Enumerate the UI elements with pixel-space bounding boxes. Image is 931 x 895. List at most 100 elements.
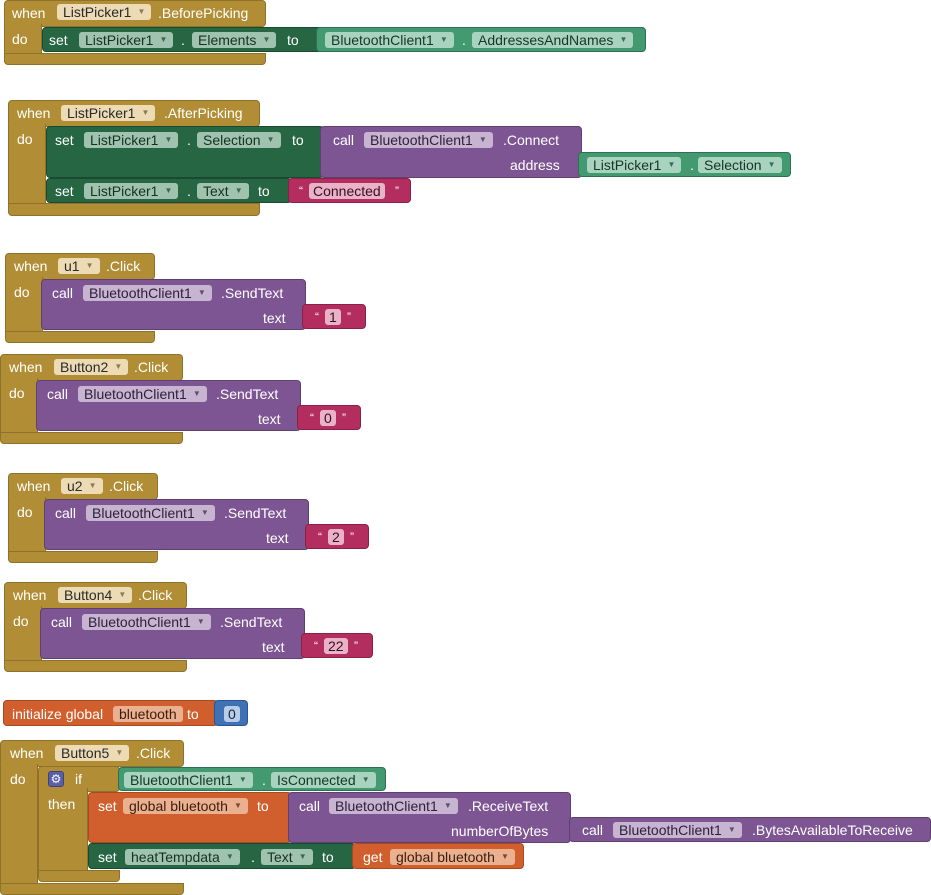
then-keyword: then: [48, 796, 76, 812]
event-name: .Click: [106, 258, 141, 274]
do-keyword: do: [9, 385, 25, 401]
text-value[interactable]: 1: [325, 309, 341, 325]
setter-block[interactable]: set heatTempdata ▼ . Text ▼ to: [88, 843, 356, 869]
open-quote-icon: “: [314, 639, 318, 653]
text-parameter-label: text: [266, 530, 289, 546]
set-variable-block[interactable]: set global bluetooth ▼ to: [88, 792, 292, 843]
text-value[interactable]: Connected: [309, 183, 385, 199]
variable-name-field[interactable]: bluetooth: [113, 706, 183, 722]
property-dropdown[interactable]: AddressesAndNames ▼: [472, 32, 634, 48]
do-keyword: do: [12, 31, 28, 47]
variable-dropdown[interactable]: global bluetooth ▼: [390, 849, 515, 865]
component-dropdown[interactable]: BluetoothClient1 ▼: [364, 132, 493, 148]
chevron-down-icon: ▼: [478, 135, 487, 144]
text-string-block[interactable]: “ 0 ”: [297, 405, 361, 430]
text-string-block[interactable]: “ 22 ”: [301, 633, 373, 658]
dropdown-value: Text: [267, 849, 293, 865]
event-block-button4-click[interactable]: when Button4 ▼ .Click do: [4, 582, 187, 672]
chevron-down-icon: ▼: [118, 590, 127, 599]
dot-separator: .: [462, 32, 466, 48]
property-dropdown[interactable]: IsConnected ▼: [271, 772, 376, 788]
number-block[interactable]: 0: [214, 700, 248, 726]
do-keyword: do: [10, 771, 26, 787]
component-dropdown[interactable]: BluetoothClient1 ▼: [124, 772, 253, 788]
dot-separator: .: [187, 132, 191, 148]
property-dropdown[interactable]: Text ▼: [197, 183, 249, 199]
chevron-down-icon: ▼: [159, 35, 168, 44]
dropdown-value: ListPicker1: [593, 157, 662, 173]
component-dropdown[interactable]: BluetoothClient1 ▼: [325, 32, 454, 48]
method-call-block[interactable]: call BluetoothClient1 ▼ .SendText text: [44, 499, 309, 550]
method-name: .SendText: [221, 285, 284, 301]
component-dropdown[interactable]: u1 ▼: [58, 258, 100, 274]
property-dropdown[interactable]: Selection ▼: [698, 157, 782, 173]
component-dropdown[interactable]: u2 ▼: [61, 478, 103, 494]
text-value[interactable]: 2: [328, 529, 344, 545]
get-variable-block[interactable]: get global bluetooth ▼: [352, 843, 524, 869]
component-dropdown[interactable]: Button2 ▼: [54, 359, 129, 375]
event-block-button5-click[interactable]: when Button5 ▼ .Click do: [0, 740, 184, 895]
text-string-block[interactable]: “ 1 ”: [302, 304, 366, 329]
text-value[interactable]: 0: [320, 410, 336, 426]
property-dropdown[interactable]: Text ▼: [261, 849, 313, 865]
event-name: .Click: [136, 745, 171, 761]
property-dropdown[interactable]: Elements ▼: [192, 32, 277, 48]
dropdown-value: BluetoothClient1: [92, 505, 195, 521]
method-call-block[interactable]: call BluetoothClient1 ▼ .Connect address: [320, 126, 582, 178]
text-string-block[interactable]: “ 2 ”: [305, 524, 369, 549]
component-dropdown[interactable]: ListPicker1 ▼: [79, 32, 174, 48]
method-call-block[interactable]: call BluetoothClient1 ▼ .SendText text: [40, 608, 305, 659]
method-call-block[interactable]: call BluetoothClient1 ▼ .SendText text: [36, 380, 301, 431]
to-keyword: to: [257, 798, 269, 814]
property-dropdown[interactable]: Selection ▼: [197, 132, 281, 148]
if-then-block[interactable]: ⚙ if then: [38, 766, 120, 882]
call-keyword: call: [55, 505, 77, 521]
dropdown-value: BluetoothClient1: [130, 772, 233, 788]
call-keyword: call: [47, 386, 69, 402]
dropdown-value: ListPicker1: [90, 183, 159, 199]
do-keyword: do: [17, 131, 33, 147]
to-keyword: to: [287, 32, 299, 48]
component-dropdown[interactable]: BluetoothClient1 ▼: [78, 386, 207, 402]
chevron-down-icon: ▼: [115, 748, 124, 757]
event-block-u2-click[interactable]: when u2 ▼ .Click do: [8, 473, 158, 563]
getter-block[interactable]: BluetoothClient1 ▼ . AddressesAndNames ▼: [316, 27, 646, 52]
component-dropdown[interactable]: ListPicker1 ▼: [61, 105, 156, 121]
component-dropdown[interactable]: Button4 ▼: [58, 587, 133, 603]
call-keyword: call: [51, 614, 73, 630]
method-call-block[interactable]: call BluetoothClient1 ▼ .BytesAvailableTo…: [569, 817, 931, 842]
component-dropdown[interactable]: BluetoothClient1 ▼: [82, 614, 211, 630]
component-dropdown[interactable]: BluetoothClient1 ▼: [86, 505, 215, 521]
setter-block[interactable]: set ListPicker1 ▼ . Text ▼ to: [46, 178, 292, 203]
dot-separator: .: [187, 183, 191, 199]
component-dropdown[interactable]: ListPicker1 ▼: [57, 4, 152, 20]
chevron-down-icon: ▼: [361, 775, 370, 784]
component-dropdown[interactable]: BluetoothClient1 ▼: [83, 285, 212, 301]
chevron-down-icon: ▼: [619, 35, 628, 44]
getter-block[interactable]: BluetoothClient1 ▼ . IsConnected ▼: [118, 767, 386, 791]
variable-dropdown[interactable]: global bluetooth ▼: [123, 798, 248, 814]
method-name: .ReceiveText: [468, 798, 549, 814]
component-dropdown[interactable]: Button5 ▼: [55, 745, 130, 761]
dropdown-value: Button5: [61, 745, 110, 761]
component-dropdown[interactable]: ListPicker1 ▼: [84, 132, 179, 148]
event-block-listpicker1-beforepicking[interactable]: when ListPicker1 ▼ .BeforePicking do: [4, 0, 266, 65]
do-keyword: do: [17, 504, 33, 520]
component-dropdown[interactable]: ListPicker1 ▼: [587, 157, 682, 173]
component-dropdown[interactable]: ListPicker1 ▼: [84, 183, 179, 199]
component-dropdown[interactable]: heatTempdata ▼: [125, 849, 240, 865]
setter-block[interactable]: set ListPicker1 ▼ . Elements ▼ to: [42, 27, 322, 52]
getter-block[interactable]: ListPicker1 ▼ . Selection ▼: [578, 152, 791, 177]
number-value[interactable]: 0: [224, 706, 240, 722]
global-variable-init-block[interactable]: initialize global bluetooth to: [3, 700, 218, 726]
component-dropdown[interactable]: BluetoothClient1 ▼: [613, 822, 742, 838]
event-block-button2-click[interactable]: when Button2 ▼ .Click do: [0, 354, 183, 444]
text-value[interactable]: 22: [324, 638, 348, 654]
method-call-block[interactable]: call BluetoothClient1 ▼ .ReceiveText numb…: [288, 792, 571, 843]
event-name: .AfterPicking: [164, 105, 243, 121]
component-dropdown[interactable]: BluetoothClient1 ▼: [329, 798, 458, 814]
setter-block[interactable]: set ListPicker1 ▼ . Selection ▼ to: [46, 126, 324, 178]
text-string-block[interactable]: “ Connected ”: [288, 178, 411, 203]
method-call-block[interactable]: call BluetoothClient1 ▼ .SendText text: [41, 279, 306, 330]
gear-icon[interactable]: ⚙: [48, 771, 64, 787]
